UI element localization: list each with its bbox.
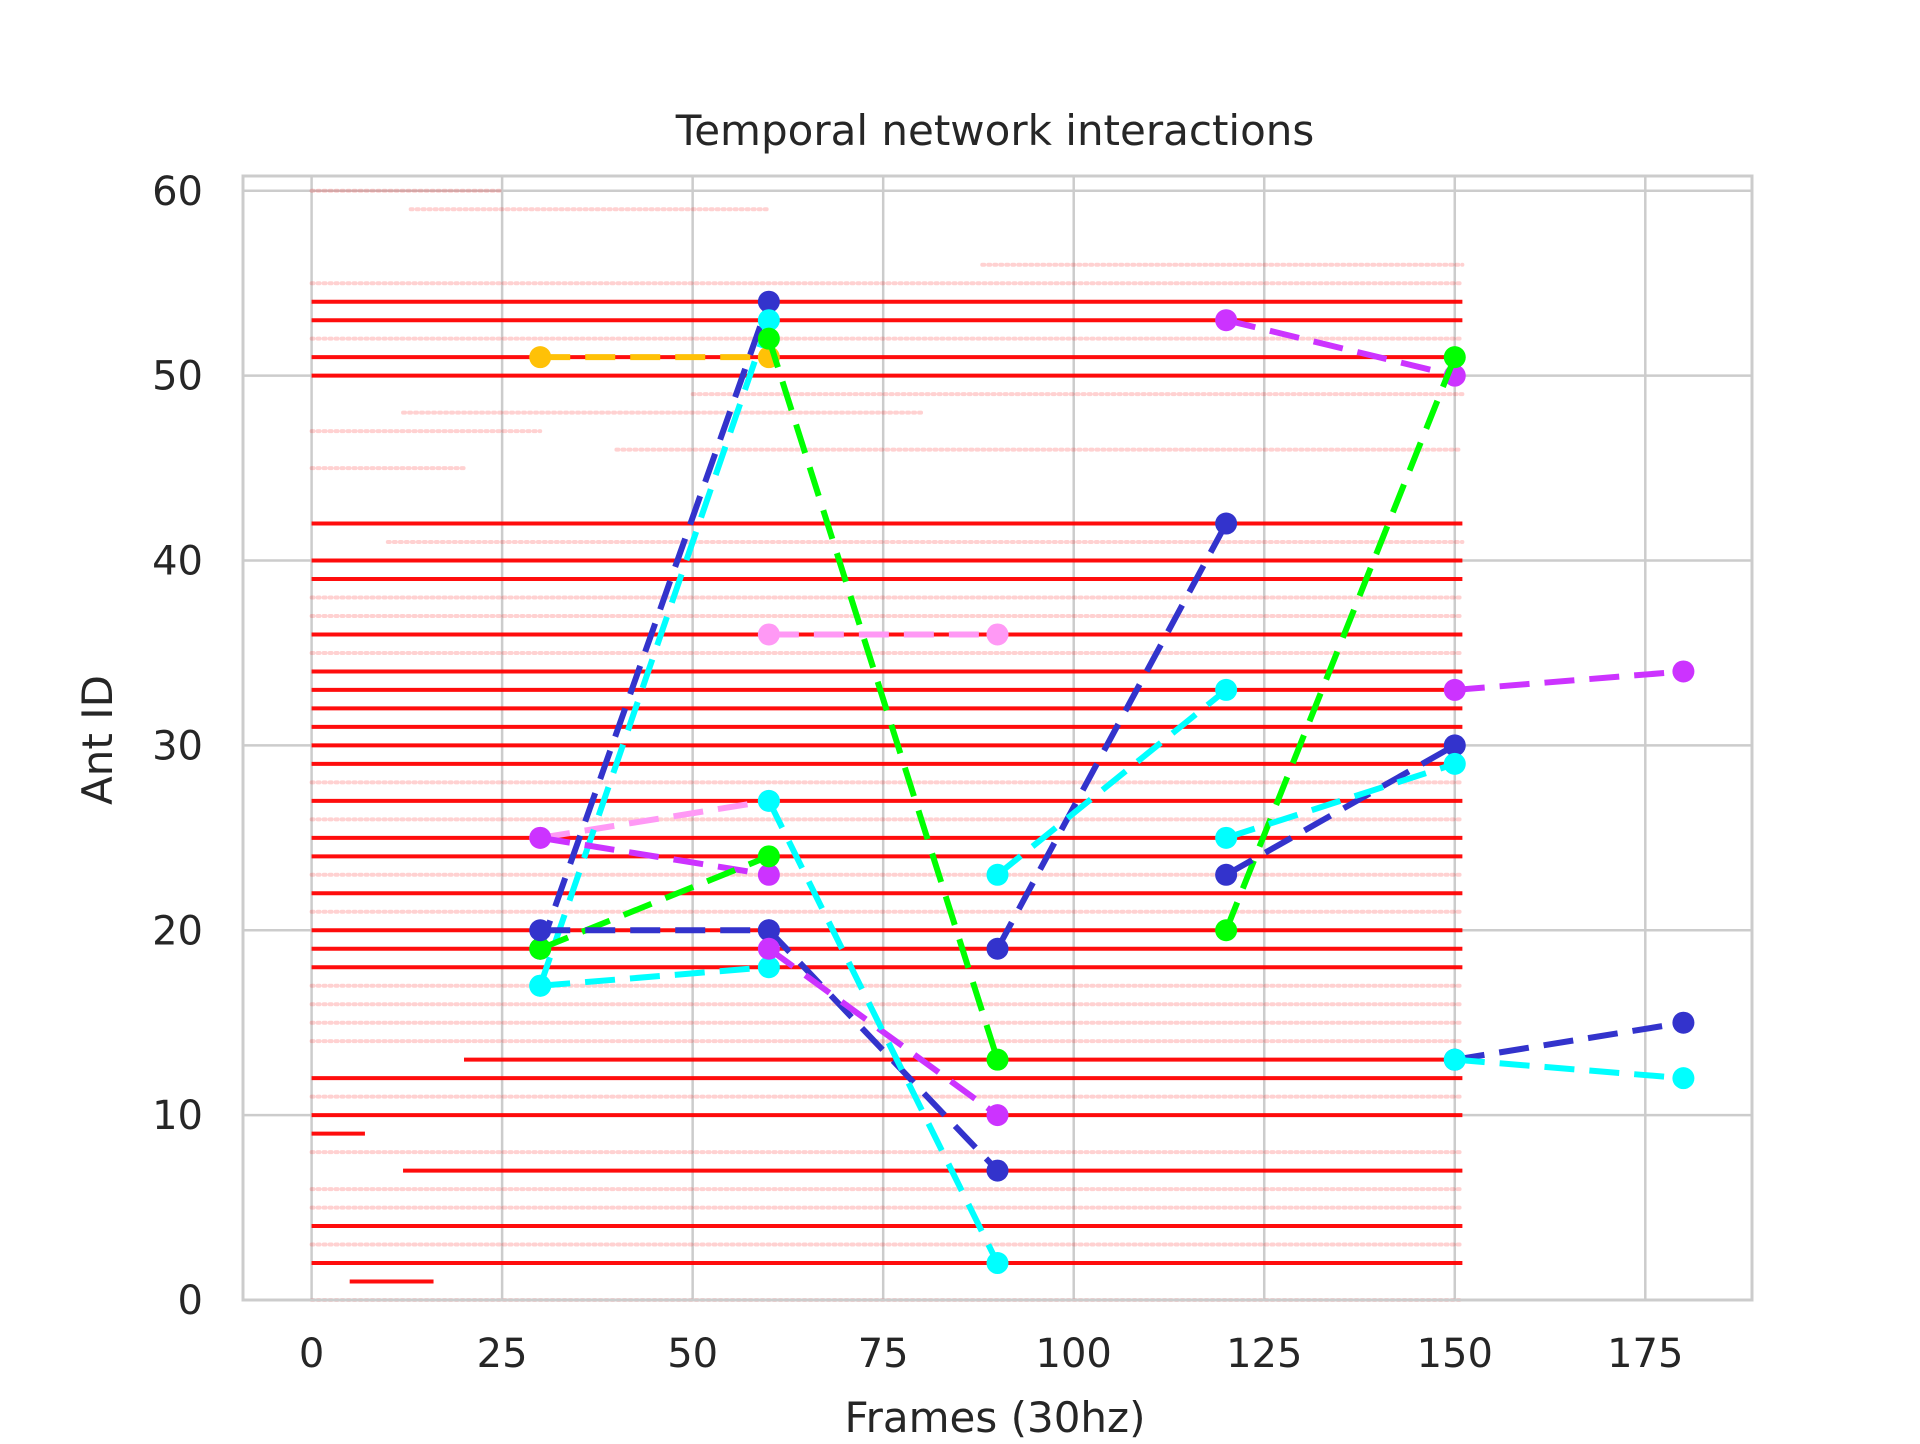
- y-tick-label: 30: [152, 723, 203, 769]
- series-point: [1672, 1067, 1695, 1090]
- series-point: [1215, 919, 1238, 942]
- series-point: [757, 845, 780, 868]
- series-line: [995, 687, 1229, 878]
- series-line: [537, 300, 772, 950]
- series-point: [1215, 512, 1238, 535]
- series-point: [757, 309, 780, 332]
- series-point: [1443, 1048, 1466, 1071]
- series-point: [1443, 752, 1466, 775]
- series-point: [1672, 660, 1695, 683]
- series-point: [757, 789, 780, 812]
- series-point: [986, 1048, 1009, 1071]
- series-line: [1454, 668, 1684, 693]
- series-point: [529, 937, 552, 960]
- tick-label-layer: 0 25 50 75 100 125 150 175 0 10 20 30 40 50 60: [152, 169, 1683, 1377]
- series-point: [1443, 734, 1466, 757]
- series-line: [539, 797, 770, 841]
- series-line: [539, 964, 770, 989]
- series-point: [757, 327, 780, 350]
- series-line: [767, 946, 1000, 1118]
- series-point: [1672, 1011, 1695, 1034]
- series-point: [1215, 678, 1238, 701]
- y-tick-label: 0: [178, 1278, 203, 1324]
- series-line: [1225, 761, 1456, 841]
- x-tick-label: 50: [667, 1331, 718, 1377]
- y-tick-label: 50: [152, 354, 203, 400]
- y-tick-label: 10: [152, 1093, 203, 1139]
- series-point: [757, 956, 780, 979]
- y-tick-label: 60: [152, 169, 203, 215]
- series-layer: [529, 290, 1695, 1275]
- series-line: [766, 928, 1000, 1173]
- series-point: [986, 937, 1009, 960]
- series-point: [529, 919, 552, 942]
- series-point: [529, 346, 552, 369]
- series-line: [1454, 1056, 1684, 1082]
- series-point: [757, 290, 780, 313]
- y-tick-label: 20: [152, 908, 203, 954]
- series-point: [986, 863, 1009, 886]
- plot-frame: [241, 174, 1754, 1302]
- x-tick-label: 150: [1417, 1331, 1493, 1377]
- series-point: [529, 826, 552, 849]
- x-tick-label: 75: [858, 1331, 909, 1377]
- series-line: [766, 799, 1001, 1265]
- series-point: [757, 919, 780, 942]
- series-line: [766, 337, 1001, 1061]
- series-point: [1215, 863, 1238, 886]
- chart-title: Temporal network interactions: [675, 106, 1315, 155]
- y-tick-label: 40: [152, 539, 203, 585]
- series-line: [1454, 1019, 1684, 1063]
- series-point: [1443, 678, 1466, 701]
- series-point: [986, 623, 1009, 646]
- series-point: [986, 1159, 1009, 1182]
- series-point: [757, 863, 780, 886]
- x-tick-label: 25: [477, 1331, 528, 1377]
- series-point: [1443, 346, 1466, 369]
- series-point: [529, 974, 552, 997]
- x-tick-label: 175: [1607, 1331, 1683, 1377]
- series-line: [537, 319, 772, 987]
- series-line: [994, 522, 1229, 951]
- x-tick-label: 125: [1226, 1331, 1302, 1377]
- y-axis-label: Ant ID: [73, 675, 122, 805]
- series-point: [757, 623, 780, 646]
- series-point: [757, 937, 780, 960]
- x-axis-label: Frames (30hz): [845, 1393, 1146, 1440]
- series-point: [986, 1104, 1009, 1127]
- series-point: [986, 1252, 1009, 1275]
- series-point: [1215, 309, 1238, 332]
- series-line: [1223, 356, 1458, 932]
- series-line: [539, 853, 770, 952]
- series-point: [1215, 826, 1238, 849]
- series-line: [1225, 317, 1456, 379]
- x-tick-label: 100: [1036, 1331, 1112, 1377]
- x-tick-label: 0: [299, 1331, 324, 1377]
